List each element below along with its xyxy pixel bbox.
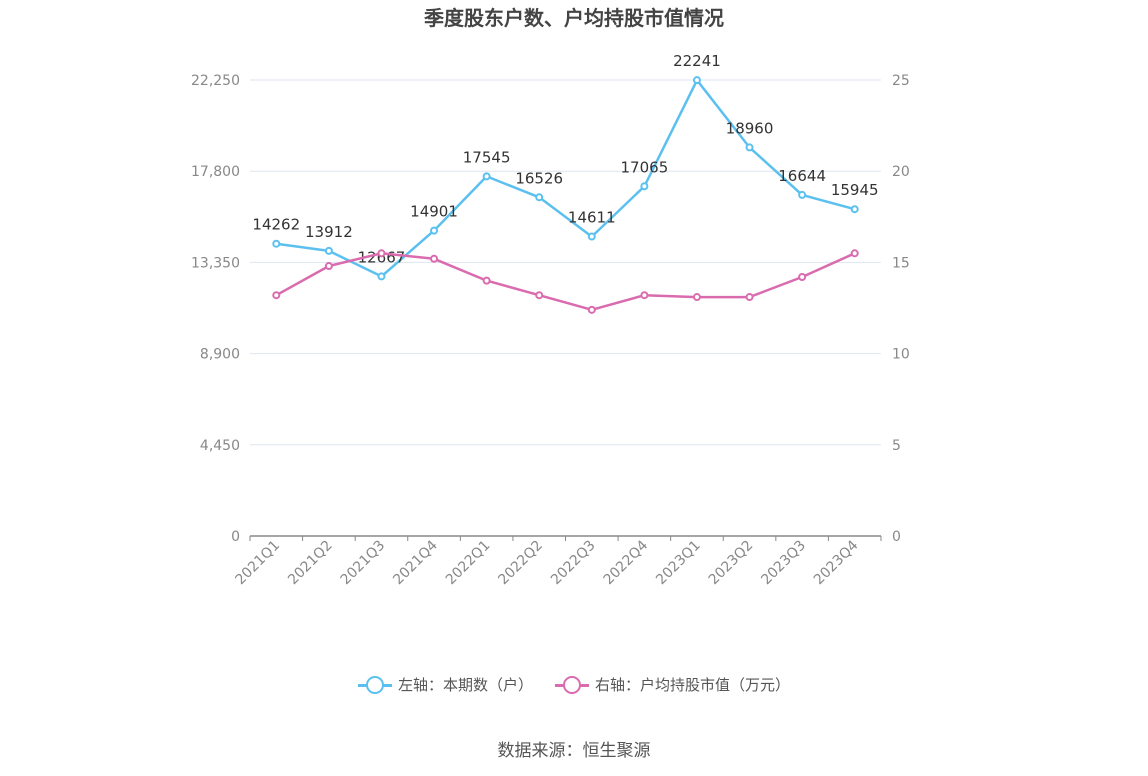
legend-left-label: 左轴：本期数（户） <box>397 676 533 694</box>
y-left-tick-label: 4,450 <box>200 438 240 454</box>
data-label: 13912 <box>305 223 353 241</box>
data-point <box>430 254 439 263</box>
data-point <box>482 172 491 181</box>
data-label: 16644 <box>778 167 826 185</box>
x-tick-label: 2023Q4 <box>811 537 862 588</box>
legend-right-marker-icon <box>555 675 589 695</box>
data-point <box>692 293 701 302</box>
x-tick-label: 2022Q1 <box>443 538 494 589</box>
data-point <box>745 143 754 152</box>
data-point <box>430 226 439 235</box>
x-tick-label: 2023Q2 <box>706 538 757 589</box>
data-point <box>482 276 491 285</box>
data-point <box>850 249 859 258</box>
data-source: 数据来源：恒生聚源 <box>497 741 651 761</box>
data-label: 18960 <box>726 119 774 137</box>
y-left-tick-label: 17,800 <box>191 164 240 180</box>
data-point <box>324 262 333 271</box>
y-right-tick-label: 10 <box>892 347 910 363</box>
y-right-tick-label: 20 <box>892 164 910 180</box>
data-label: 16526 <box>515 169 563 187</box>
y-right-tick-label: 5 <box>892 438 901 454</box>
data-point <box>272 239 281 248</box>
series-line-left <box>276 78 856 278</box>
data-label: 22241 <box>673 52 721 70</box>
legend-item-left[interactable]: 左轴：本期数（户） <box>357 674 533 695</box>
data-point <box>745 293 754 302</box>
data-point <box>640 182 649 191</box>
data-point <box>377 272 386 281</box>
x-tick-label: 2021Q1 <box>233 538 284 589</box>
legend-item-right[interactable]: 右轴：户均持股市值（万元） <box>555 674 790 695</box>
y-right-tick-label: 0 <box>892 529 901 545</box>
x-tick-label: 2022Q4 <box>601 537 652 588</box>
data-point <box>692 76 701 85</box>
data-point <box>272 291 281 300</box>
y-right-tick-label: 15 <box>892 255 910 271</box>
chart-title: 季度股东户数、户均持股市值情况 <box>424 6 724 30</box>
data-point <box>535 193 544 202</box>
data-point <box>324 246 333 255</box>
legend-right-label: 右轴：户均持股市值（万元） <box>595 676 791 694</box>
x-tick-label: 2023Q3 <box>758 538 809 589</box>
x-tick-label: 2021Q4 <box>390 537 441 588</box>
x-tick-label: 2021Q3 <box>338 538 389 589</box>
chart-plot: 0 4,450 8,900 13,350 17,800 22,250 0 5 10 15 20 25 2… <box>191 52 910 589</box>
legend-left-marker-icon <box>357 675 392 695</box>
data-label: 17065 <box>621 158 669 176</box>
x-tick-label: 2022Q2 <box>495 538 546 589</box>
data-point <box>535 291 544 300</box>
data-label: 14901 <box>410 203 458 221</box>
data-point <box>850 205 859 214</box>
data-point <box>587 305 596 314</box>
y-left-tick-label: 13,350 <box>191 255 240 271</box>
data-label: 15945 <box>831 181 879 199</box>
y-left-tick-label: 0 <box>231 529 240 545</box>
data-point <box>377 249 386 258</box>
data-point <box>587 232 596 241</box>
data-label: 12667 <box>358 248 406 266</box>
x-tick-label: 2023Q1 <box>653 538 704 589</box>
x-tick-label: 2022Q3 <box>548 538 599 589</box>
y-left-tick-label: 22,250 <box>191 73 240 89</box>
y-left-tick-label: 8,900 <box>200 347 240 363</box>
data-label: 17545 <box>463 148 511 166</box>
chart-legend: 左轴：本期数（户） 右轴：户均持股市值（万元） <box>0 674 1148 695</box>
data-label: 14262 <box>252 216 300 234</box>
series-line-right <box>275 252 856 312</box>
data-point <box>798 190 807 199</box>
data-label: 14611 <box>568 209 616 227</box>
data-point <box>640 291 649 300</box>
data-point <box>798 272 807 281</box>
y-right-tick-label: 25 <box>892 73 910 89</box>
x-tick-label: 2021Q2 <box>285 538 336 589</box>
